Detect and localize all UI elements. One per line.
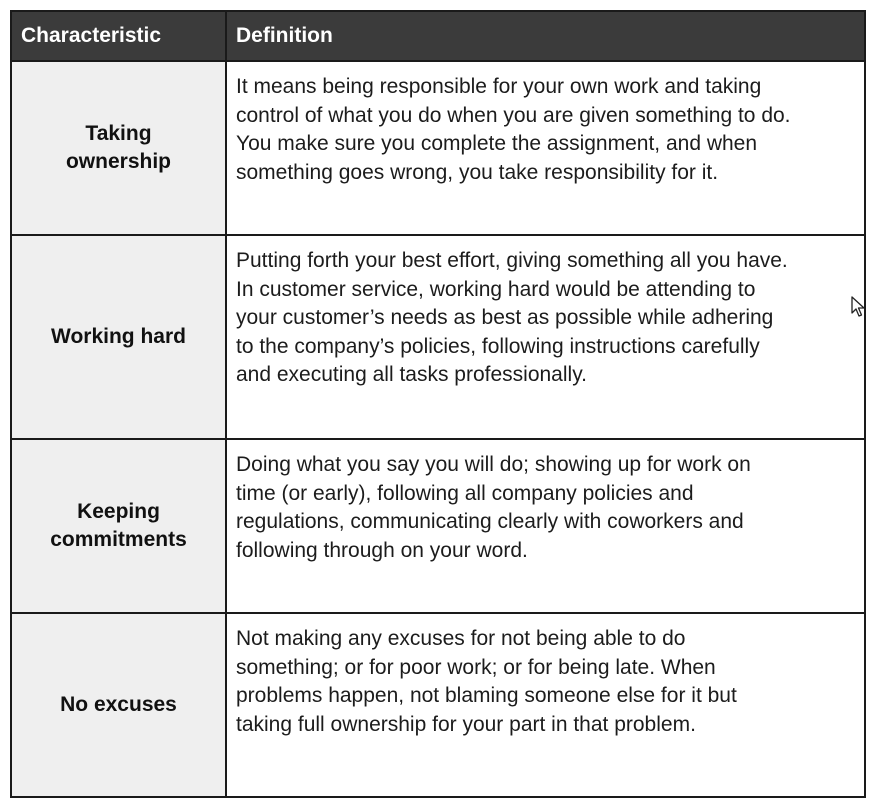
column-header-characteristic: Characteristic [12, 12, 227, 62]
characteristic-cell-taking-ownership: Taking ownership [12, 62, 227, 236]
characteristic-cell-no-excuses: No excuses [12, 614, 227, 796]
mouse-pointer-icon [851, 296, 865, 317]
characteristic-cell-working-hard: Working hard [12, 236, 227, 440]
characteristic-cell-keeping-commitments: Keeping commitments [12, 440, 227, 614]
definition-cell-taking-ownership: It means being responsible for your own … [227, 62, 864, 236]
definition-cell-keeping-commitments: Doing what you say you will do; showing … [227, 440, 864, 614]
definition-cell-working-hard: Putting forth your best effort, giving s… [227, 236, 864, 440]
definition-cell-no-excuses: Not making any excuses for not being abl… [236, 627, 737, 736]
column-header-definition: Definition [227, 12, 864, 62]
characteristics-table: Characteristic Definition Taking ownersh… [10, 10, 866, 798]
